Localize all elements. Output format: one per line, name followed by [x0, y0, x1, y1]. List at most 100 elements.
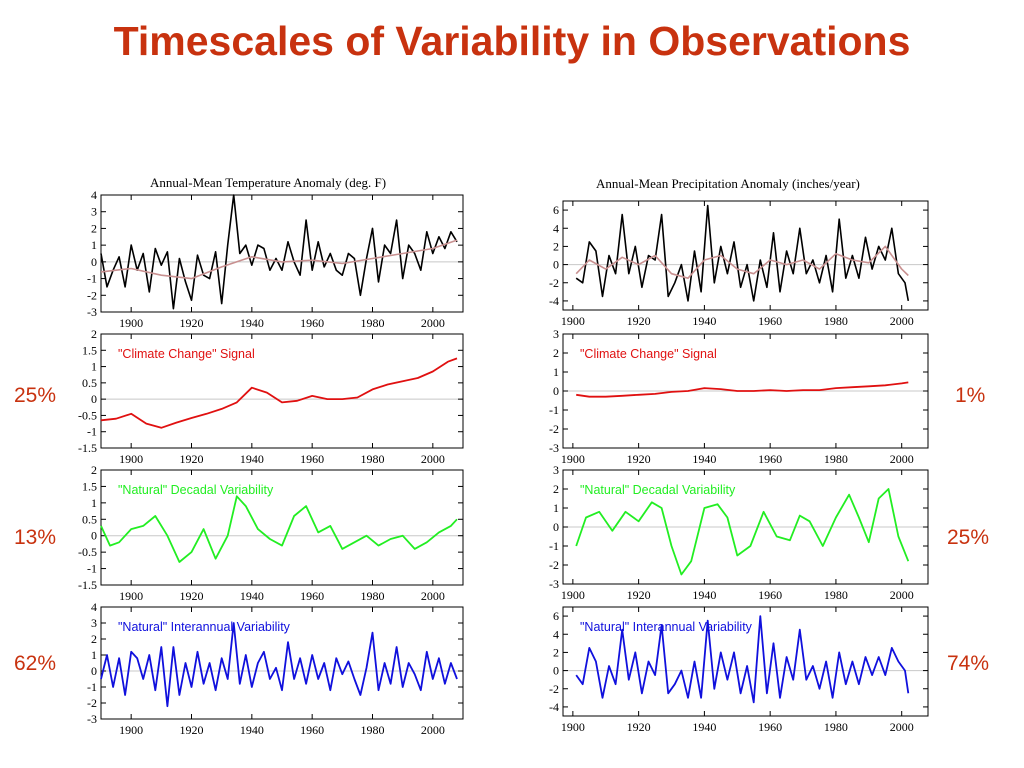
temperature-interannual-label: "Natural" Interannual Variability [118, 620, 291, 634]
precipitation-interannual-panel: -4 -2 0 2 4 6 1900 1920 1940 1960 1980 2000 "Natural… [549, 606, 929, 734]
temperature-decadal-ytick-label: -0.5 [78, 545, 97, 559]
precipitation-decadal-xtick-label: 1960 [758, 588, 782, 602]
precipitation-interannual-series-line-0 [575, 615, 910, 704]
precipitation-climate-xtick-label: 1920 [627, 452, 651, 466]
temperature-raw-xtick-label: 1920 [180, 316, 204, 330]
temperature-raw-ytick-label: -2 [87, 288, 97, 302]
temperature-raw-ytick-label: 1 [91, 238, 97, 252]
precipitation-climate-xtick-label: 2000 [890, 452, 914, 466]
precipitation-climate-ytick-label: -1 [549, 403, 559, 417]
precipitation-raw-ytick-label: 0 [553, 258, 559, 272]
temperature-climate-frame [100, 333, 464, 449]
temperature-decadal-xtick-label: 1900 [119, 589, 143, 603]
precipitation-interannual-xtick-label: 2000 [890, 720, 914, 734]
temperature-interannual-xtick-label: 2000 [421, 723, 445, 737]
temperature-interannual-xtick-label: 1920 [180, 723, 204, 737]
temperature-raw-xtick-label: 1940 [240, 316, 264, 330]
temperature-climate-ytick-label: -1 [87, 425, 97, 439]
temperature-climate-panel: -1.5 -1 -0.5 0 0.5 1 1.5 2 1900 1920 1940 1960 1980 2… [78, 327, 464, 466]
precipitation-interannual-ytick-label: -2 [549, 682, 559, 696]
temp-interannual-percent: 62% [14, 652, 57, 675]
temperature-raw-ytick-label: -3 [87, 305, 97, 319]
slide-title: Timescales of Variability in Observation… [113, 18, 911, 64]
precipitation-decadal-panel: -3 -2 -1 0 1 2 3 1900 1920 1940 1960 1980 2000 "Natur… [549, 463, 929, 602]
precipitation-raw-ytick-label: 4 [553, 221, 559, 235]
precipitation-raw-xtick-label: 1960 [758, 314, 782, 328]
precipitation-climate-ytick-label: -2 [549, 422, 559, 436]
precipitation-climate-xtick-label: 1960 [758, 452, 782, 466]
temperature-decadal-ytick-label: 2 [91, 463, 97, 477]
temperature-raw-panel: -3 -2 -1 0 1 2 3 4 1900 1920 1940 1960 1980 2000 [87, 188, 464, 330]
temp-decadal-percent: 13% [14, 526, 57, 549]
precipitation-interannual-ytick-label: 0 [553, 664, 559, 678]
precipitation-decadal-ytick-label: -1 [549, 539, 559, 553]
temperature-decadal-ytick-label: 1 [91, 496, 97, 510]
temperature-climate-ytick-label: 0.5 [82, 376, 97, 390]
precipitation-decadal-ytick-label: -3 [549, 577, 559, 591]
precipitation-climate-ytick-label: -3 [549, 441, 559, 455]
temperature-climate-xtick-label: 1940 [240, 452, 264, 466]
temperature-interannual-ytick-label: 4 [91, 600, 97, 614]
precipitation-interannual-ytick-label: 4 [553, 627, 559, 641]
temperature-interannual-ytick-label: -1 [87, 680, 97, 694]
temperature-climate-xtick-label: 1900 [119, 452, 143, 466]
precipitation-climate-panel: -3 -2 -1 0 1 2 3 1900 1920 1940 1960 1980 2000 "Clima… [549, 327, 929, 466]
precipitation-decadal-xtick-label: 2000 [890, 588, 914, 602]
temperature-climate-ytick-label: -1.5 [78, 441, 97, 455]
temp-climate-percent: 25% [14, 384, 57, 407]
temperature-decadal-ytick-label: -1 [87, 562, 97, 576]
precipitation-decadal-ytick-label: 1 [553, 501, 559, 515]
temperature-decadal-xtick-label: 1960 [300, 589, 324, 603]
precipitation-raw-ytick-label: -4 [549, 294, 559, 308]
temperature-decadal-xtick-label: 2000 [421, 589, 445, 603]
temperature-raw-ytick-label: -1 [87, 272, 97, 286]
precipitation-decadal-xtick-label: 1900 [561, 588, 585, 602]
precipitation-raw-series-line-0 [575, 204, 910, 302]
precipitation-climate-ytick-label: 0 [553, 384, 559, 398]
precipitation-climate-label: "Climate Change" Signal [580, 347, 717, 361]
precipitation-climate-series-line-0 [576, 381, 909, 398]
temperature-interannual-series-line-0 [100, 622, 458, 708]
precipitation-raw-xtick-label: 1920 [627, 314, 651, 328]
precipitation-interannual-xtick-label: 1980 [824, 720, 848, 734]
temperature-interannual-frame [100, 606, 464, 720]
precip-climate-percent: 1% [955, 384, 986, 407]
temperature-interannual-ytick-label: 1 [91, 648, 97, 662]
temperature-interannual-xtick-label: 1980 [361, 723, 385, 737]
temperature-interannual-xtick-label: 1900 [119, 723, 143, 737]
precipitation-decadal-ytick-label: -2 [549, 558, 559, 572]
precipitation-climate-xtick-label: 1940 [692, 452, 716, 466]
temperature-decadal-ytick-label: 0 [91, 529, 97, 543]
precipitation-interannual-xtick-label: 1960 [758, 720, 782, 734]
temperature-raw-xtick-label: 1980 [361, 316, 385, 330]
temperature-decadal-panel: -1.5 -1 -0.5 0 0.5 1 1.5 2 1900 1920 1940 1960 1980 2… [78, 463, 464, 603]
precipitation-interannual-ytick-label: 2 [553, 645, 559, 659]
temperature-raw-xtick-label: 1900 [119, 316, 143, 330]
temperature-climate-series-line-0 [100, 357, 458, 429]
precipitation-decadal-ytick-label: 0 [553, 520, 559, 534]
temperature-decadal-ytick-label: -1.5 [78, 578, 97, 592]
temperature-raw-xtick-label: 2000 [421, 316, 445, 330]
precipitation-interannual-label: "Natural" Interannual Variability [580, 620, 753, 634]
precipitation-raw-frame [562, 200, 929, 311]
temperature-raw-ytick-label: 4 [91, 188, 97, 202]
temperature-decadal-ytick-label: 0.5 [82, 512, 97, 526]
temperature-chart-title: Annual-Mean Temperature Anomaly (deg. F) [150, 175, 387, 190]
temperature-climate-xtick-label: 1980 [361, 452, 385, 466]
precipitation-climate-xtick-label: 1980 [824, 452, 848, 466]
temperature-interannual-xtick-label: 1960 [300, 723, 324, 737]
temperature-decadal-xtick-label: 1920 [180, 589, 204, 603]
temperature-raw-ytick-label: 3 [91, 205, 97, 219]
precipitation-raw-xtick-label: 1940 [692, 314, 716, 328]
precipitation-raw-xtick-label: 1980 [824, 314, 848, 328]
temperature-climate-xtick-label: 1960 [300, 452, 324, 466]
precipitation-interannual-ytick-label: -4 [549, 700, 559, 714]
temperature-interannual-ytick-label: 0 [91, 664, 97, 678]
precipitation-decadal-ytick-label: 2 [553, 482, 559, 496]
precipitation-decadal-xtick-label: 1940 [692, 588, 716, 602]
precipitation-climate-ytick-label: 2 [553, 346, 559, 360]
temperature-climate-ytick-label: -0.5 [78, 408, 97, 422]
precipitation-chart-title: Annual-Mean Precipitation Anomaly (inche… [596, 176, 860, 191]
temperature-decadal-xtick-label: 1980 [361, 589, 385, 603]
precipitation-decadal-ytick-label: 3 [553, 463, 559, 477]
